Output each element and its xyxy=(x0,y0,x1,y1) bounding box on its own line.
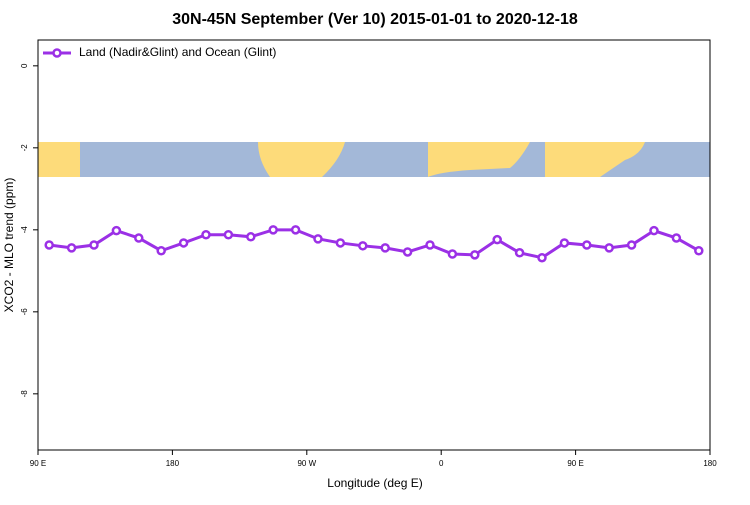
data-point xyxy=(313,234,323,244)
plot-frame xyxy=(37,39,711,451)
data-point xyxy=(425,240,435,250)
data-point xyxy=(447,249,458,259)
x-tick-label: 0 xyxy=(439,459,444,468)
y-tick-label: 0 xyxy=(20,63,29,68)
data-point xyxy=(492,234,502,245)
data-point xyxy=(470,250,480,260)
data-point xyxy=(223,230,234,240)
data-point xyxy=(626,240,637,250)
data-point xyxy=(694,245,704,256)
data-point xyxy=(559,238,570,248)
data-point xyxy=(246,232,256,242)
data-point xyxy=(178,238,189,248)
data-point xyxy=(380,243,390,253)
x-tick-label: 90 W xyxy=(297,459,316,468)
data-point xyxy=(582,240,592,250)
data-point xyxy=(671,233,682,243)
data-point xyxy=(156,245,166,256)
y-tick-label: -6 xyxy=(20,308,29,316)
data-point xyxy=(111,225,122,236)
series-line xyxy=(49,228,700,260)
data-point xyxy=(201,230,211,240)
y-tick-label: -8 xyxy=(20,390,29,398)
map-strip xyxy=(38,142,710,177)
x-tick-label: 180 xyxy=(703,459,717,468)
y-tick-label: -2 xyxy=(20,144,29,152)
data-point xyxy=(358,241,368,251)
data-point xyxy=(44,240,54,250)
data-point xyxy=(89,240,99,250)
x-axis-label: Longitude (deg E) xyxy=(327,476,422,490)
data-point xyxy=(537,252,547,263)
data-point xyxy=(402,247,413,257)
y-tick-label: -4 xyxy=(20,226,29,234)
data-point xyxy=(335,238,346,248)
data-point xyxy=(268,225,278,235)
y-axis-label: XCO2 - MLO trend (ppm) xyxy=(2,178,16,313)
x-tick-label: 180 xyxy=(166,459,180,468)
data-point xyxy=(66,243,77,253)
data-point xyxy=(604,243,614,253)
legend-label: Land (Nadir&Glint) and Ocean (Glint) xyxy=(79,45,276,59)
data-point xyxy=(514,248,525,258)
legend-marker xyxy=(52,48,62,58)
chart-title: 30N-45N September (Ver 10) 2015-01-01 to… xyxy=(172,11,578,28)
data-point xyxy=(134,233,144,243)
x-tick-label: 90 E xyxy=(567,459,583,468)
data-point xyxy=(649,225,659,236)
x-tick-label: 90 E xyxy=(30,459,46,468)
data-point xyxy=(290,225,301,235)
